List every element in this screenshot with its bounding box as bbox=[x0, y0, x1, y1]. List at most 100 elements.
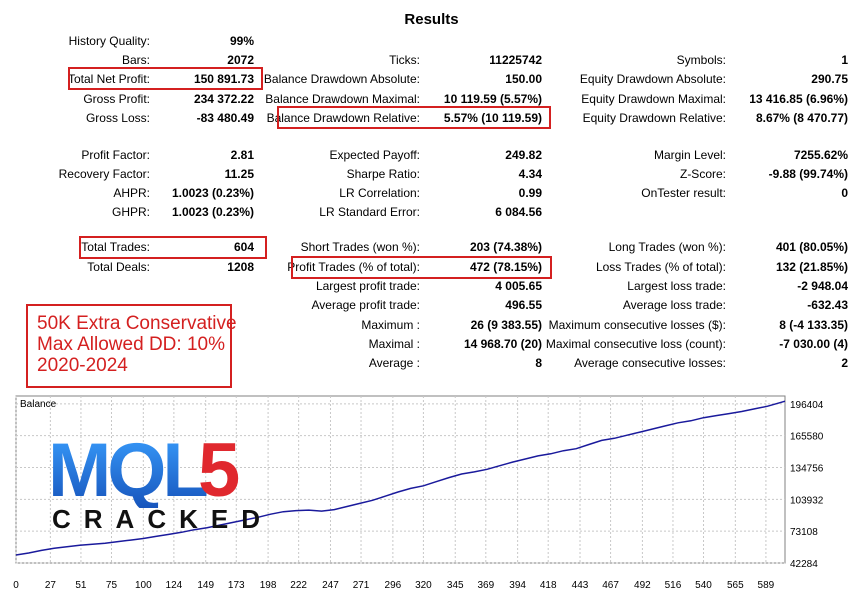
col2-value: 26 (9 383.55) bbox=[470, 318, 542, 332]
x-tick-label: 540 bbox=[695, 580, 712, 591]
col3-value: -2 948.04 bbox=[797, 279, 848, 293]
col2-value: 8 bbox=[535, 356, 542, 370]
col2-label: LR Standard Error: bbox=[319, 205, 420, 219]
y-tick-label: 165580 bbox=[790, 432, 824, 443]
highlight-balance-drawdown-relative bbox=[277, 106, 551, 129]
x-tick-label: 0 bbox=[13, 580, 19, 591]
x-tick-label: 124 bbox=[166, 580, 183, 591]
col3-label: Average consecutive losses: bbox=[574, 356, 726, 370]
x-tick-label: 492 bbox=[634, 580, 651, 591]
col3-value: 290.75 bbox=[811, 72, 848, 86]
col3-value: 132 (21.85%) bbox=[775, 260, 848, 274]
col1-label: Gross Loss: bbox=[85, 111, 150, 125]
col2-label: LR Correlation: bbox=[339, 186, 420, 200]
col3-value: 8.67% (8 470.77) bbox=[755, 111, 848, 125]
col3-label: Equity Drawdown Maximal: bbox=[581, 92, 726, 106]
y-tick-label: 42284 bbox=[790, 559, 818, 570]
col2-value: 203 (74.38%) bbox=[469, 240, 542, 254]
col2-value: 11225742 bbox=[489, 53, 542, 67]
col1-value: 11.25 bbox=[224, 167, 254, 181]
logo-5: 5 bbox=[198, 428, 240, 508]
col2-value: 472 (78.15%) bbox=[469, 260, 542, 274]
chart-grid bbox=[15, 396, 785, 564]
x-tick-label: 394 bbox=[509, 580, 526, 591]
x-tick-label: 516 bbox=[665, 580, 682, 591]
x-tick-label: 443 bbox=[572, 580, 589, 591]
y-tick-label: 196404 bbox=[790, 400, 824, 411]
x-tick-label: 51 bbox=[75, 580, 87, 591]
col3-value: -9.88 (99.74%) bbox=[768, 167, 848, 181]
col1-value: 234 372.22 bbox=[193, 92, 254, 106]
col3-label: OnTester result: bbox=[641, 186, 726, 200]
col2-label: Profit Trades (% of total): bbox=[287, 260, 420, 274]
col1-value: 1.0023 (0.23%) bbox=[171, 205, 254, 219]
x-tick-label: 173 bbox=[228, 580, 245, 591]
col3-label: Maximum consecutive losses ($): bbox=[548, 318, 726, 332]
col3-label: Loss Trades (% of total): bbox=[595, 260, 726, 274]
col2-value: 4.34 bbox=[518, 167, 542, 181]
x-tick-label: 320 bbox=[415, 580, 432, 591]
col3-label: Equity Drawdown Relative: bbox=[582, 111, 726, 125]
col1-value: 150 891.73 bbox=[193, 72, 254, 86]
col1-label: Total Net Profit: bbox=[67, 72, 150, 86]
col1-label: Bars: bbox=[121, 53, 150, 67]
chart-y-ticks: 42284 73108 103932 134756 165580 196404 bbox=[790, 400, 824, 570]
col1-label: AHPR: bbox=[113, 186, 150, 200]
col1-label: History Quality: bbox=[68, 34, 150, 48]
col3-label: Average loss trade: bbox=[622, 298, 726, 312]
highlight-total-trades bbox=[79, 236, 267, 259]
x-tick-label: 222 bbox=[290, 580, 307, 591]
col2-label: Balance Drawdown Relative: bbox=[266, 111, 420, 125]
col2-value: 5.57% (10 119.59) bbox=[443, 111, 542, 125]
col3-value: 7255.62% bbox=[793, 148, 848, 162]
y-tick-label: 103932 bbox=[790, 495, 824, 506]
x-tick-label: 100 bbox=[135, 580, 152, 591]
highlight-profit-trades bbox=[291, 256, 552, 279]
col1-value: 2072 bbox=[227, 53, 254, 67]
x-tick-label: 296 bbox=[385, 580, 402, 591]
col1-value: 1.0023 (0.23%) bbox=[171, 186, 254, 200]
col1-label: Recovery Factor: bbox=[58, 167, 150, 181]
col1-value: 2.81 bbox=[230, 148, 254, 162]
results-title: Results bbox=[404, 11, 459, 28]
col2-value: 0.99 bbox=[518, 186, 542, 200]
col3-value: 8 (-4 133.35) bbox=[779, 318, 848, 332]
annotation-box: 50K Extra Conservative Max Allowed DD: 1… bbox=[26, 304, 237, 388]
chart-title: Balance bbox=[20, 399, 57, 410]
col2-value: 4 005.65 bbox=[495, 279, 542, 293]
col2-label: Largest profit trade: bbox=[315, 279, 420, 293]
col3-value: 2 bbox=[841, 356, 848, 370]
col1-value: -83 480.49 bbox=[196, 111, 254, 125]
mql5-logo: MQL 5 bbox=[48, 428, 240, 508]
x-tick-label: 198 bbox=[260, 580, 277, 591]
logo-mql: MQL bbox=[48, 428, 207, 508]
x-tick-label: 247 bbox=[322, 580, 339, 591]
col3-label: Largest loss trade: bbox=[627, 279, 726, 293]
col2-label: Average : bbox=[368, 356, 420, 370]
col2-label: Balance Drawdown Maximal: bbox=[265, 92, 420, 106]
col2-label: Expected Payoff: bbox=[329, 148, 420, 162]
x-tick-label: 27 bbox=[45, 580, 57, 591]
col3-value: 401 (80.05%) bbox=[775, 240, 848, 254]
x-tick-label: 565 bbox=[727, 580, 744, 591]
col2-value: 14 968.70 (20) bbox=[463, 337, 542, 351]
col1-value: 99% bbox=[229, 34, 254, 48]
x-tick-label: 271 bbox=[353, 580, 370, 591]
col2-value: 496.55 bbox=[505, 298, 542, 312]
annotation-line-3: 2020-2024 bbox=[37, 355, 128, 376]
chart-x-ticks: 0 27 51 75 100 124 149 173 198 222 247 271 296 320 345… bbox=[13, 580, 774, 591]
col2-value: 249.82 bbox=[505, 148, 542, 162]
col2-label: Sharpe Ratio: bbox=[346, 167, 420, 181]
col2-value: 150.00 bbox=[505, 72, 542, 86]
annotation-line-2: Max Allowed DD: 10% bbox=[37, 334, 225, 355]
x-tick-label: 345 bbox=[447, 580, 464, 591]
annotation-line-1: 50K Extra Conservative bbox=[37, 313, 237, 334]
col3-label: Symbols: bbox=[676, 53, 726, 67]
col1-value: 604 bbox=[233, 240, 254, 254]
col3-label: Z-Score: bbox=[679, 167, 726, 181]
chart-plot-area bbox=[15, 395, 786, 564]
balance-line bbox=[15, 400, 786, 556]
highlight-total-net-profit bbox=[68, 67, 263, 90]
col3-label: Long Trades (won %): bbox=[608, 240, 726, 254]
